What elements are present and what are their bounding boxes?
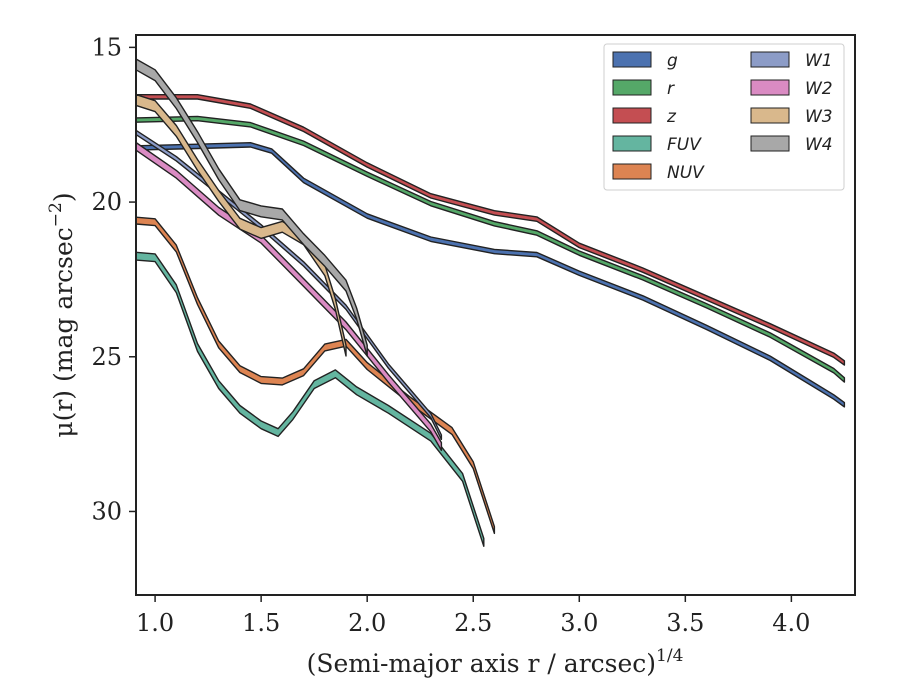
legend-swatch-w2 xyxy=(750,79,790,96)
legend-swatch-w3 xyxy=(750,107,790,124)
legend-label-w1: W1 xyxy=(805,51,833,71)
legend-label-w2: W2 xyxy=(805,79,833,99)
legend-label-nuv: NUV xyxy=(667,163,705,183)
y-tick-label: 25 xyxy=(91,343,122,371)
series-band-w4 xyxy=(135,58,368,357)
series-band-nuv xyxy=(135,216,496,535)
series-band-r xyxy=(135,115,846,383)
x-tick-label: 3.0 xyxy=(560,609,598,637)
legend-label-w3: W3 xyxy=(805,107,833,127)
x-tick-label: 1.5 xyxy=(242,609,280,637)
legend-swatch-z xyxy=(612,107,652,124)
legend-label-fuv: FUV xyxy=(667,135,702,155)
y-tick-label: 20 xyxy=(91,188,122,216)
series-band-w3 xyxy=(135,93,347,357)
plot-frame xyxy=(135,34,856,596)
y-tick-label: 15 xyxy=(91,33,122,61)
x-axis-label: (Semi-major axis r / arcsec)1/4 xyxy=(307,646,684,678)
y-axis-label: μ(r) (mag arcsec−2) xyxy=(46,192,78,437)
legend-label-z: z xyxy=(666,107,677,127)
y-tick-label: 30 xyxy=(91,497,122,525)
series-band-g xyxy=(135,141,846,408)
legend-swatch-nuv xyxy=(612,163,652,180)
legend: grz FUV NUV W1 W2 W3 W4 xyxy=(603,43,845,191)
x-axis: 1.0 1.5 2.0 2.5 3.0 3.5 4.0 xyxy=(136,595,810,637)
legend-swatch-r xyxy=(612,79,652,96)
legend-swatch-fuv xyxy=(612,135,652,152)
legend-swatch-w1 xyxy=(750,51,790,68)
x-tick-label: 3.5 xyxy=(666,609,704,637)
y-axis: 15 20 25 30 xyxy=(91,33,136,525)
x-tick-label: 4.0 xyxy=(772,609,810,637)
series-band-fuv xyxy=(135,251,485,547)
legend-label-w4: W4 xyxy=(805,135,833,155)
plot-area xyxy=(135,58,846,547)
legend-swatch-g xyxy=(612,51,652,68)
x-tick-label: 2.5 xyxy=(454,609,492,637)
series-band-z xyxy=(135,93,846,366)
legend-label-g: g xyxy=(667,51,678,71)
legend-label-r: r xyxy=(667,79,675,99)
x-tick-label: 2.0 xyxy=(348,609,386,637)
x-tick-label: 1.0 xyxy=(136,609,174,637)
legend-swatch-w4 xyxy=(750,135,790,152)
